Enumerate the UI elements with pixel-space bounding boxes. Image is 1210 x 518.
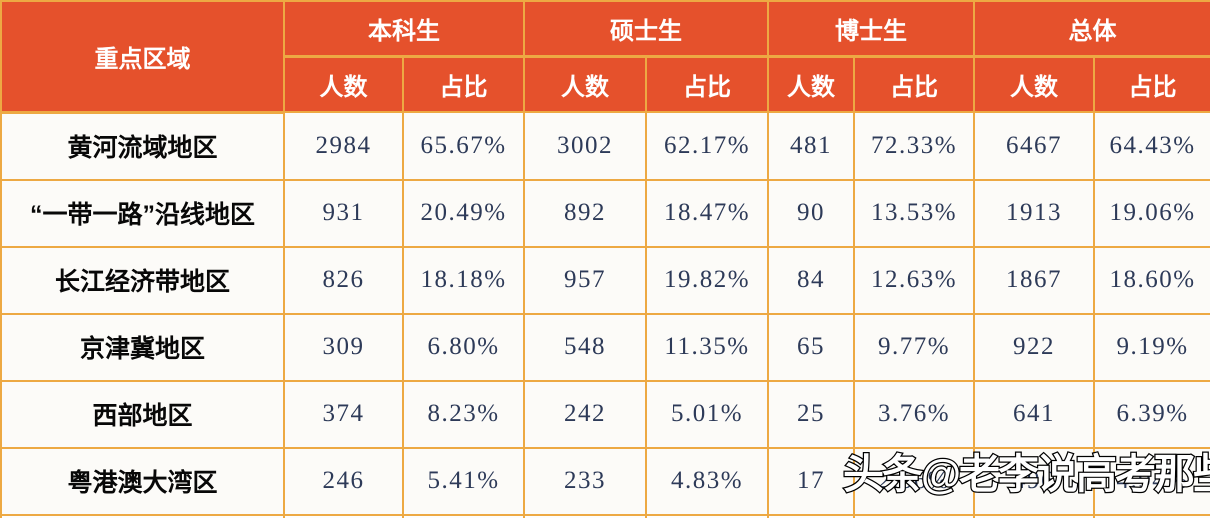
cell-value: 8.23% (402, 379, 525, 449)
cell-empty (402, 513, 525, 518)
column-group-doctoral: 博士生 (767, 0, 975, 58)
watermark-toutiao: 头条@老李说高考那些事 (842, 450, 1210, 498)
region-name: 西部地区 (0, 379, 285, 449)
column-header-region: 重点区域 (0, 0, 285, 114)
cell-value: 374 (283, 379, 404, 449)
cell-value: 19.06% (1093, 178, 1210, 248)
table-row: “一带一路”沿线地区 931 20.49% 892 18.47% 90 13.5… (0, 178, 1210, 248)
column-header-ratio: 占比 (1093, 55, 1210, 113)
cell-value: 6467 (973, 111, 1095, 181)
cell-value: 18.18% (402, 245, 525, 315)
table-row: 粤港澳大湾区 246 5.41% 233 4.83% 17 2.56% 496 … (0, 446, 1210, 516)
cell-value: 64.43% (1093, 111, 1210, 181)
region-name: 粤港澳大湾区 (0, 446, 285, 516)
cell-empty (853, 513, 975, 518)
cell-value: 2984 (283, 111, 404, 181)
cell-value: 25 (767, 379, 855, 449)
cell-value: 84 (767, 245, 855, 315)
cell-value: 9.19% (1093, 312, 1210, 382)
cell-value: 957 (523, 245, 647, 315)
cell-value: 3.76% (853, 379, 975, 449)
cell-value: 9.77% (853, 312, 975, 382)
cell-value: 641 (973, 379, 1095, 449)
cell-value: 481 (767, 111, 855, 181)
region-name: 京津冀地区 (0, 312, 285, 382)
cell-value: 90 (767, 178, 855, 248)
cell-value: 4.94% (1093, 446, 1210, 516)
cell-empty (0, 513, 285, 518)
cell-value: 19.82% (645, 245, 769, 315)
column-header-count: 人数 (283, 55, 404, 113)
column-group-undergraduate: 本科生 (283, 0, 525, 58)
cell-value: 12.63% (853, 245, 975, 315)
header-row-groups: 重点区域 本科生 硕士生 博士生 总体 (0, 0, 1210, 114)
cell-value: 72.33% (853, 111, 975, 181)
table-row: 京津冀地区 309 6.80% 548 11.35% 65 9.77% 922 … (0, 312, 1210, 382)
table-row: 西部地区 374 8.23% 242 5.01% 25 3.76% 641 6.… (0, 379, 1210, 449)
column-header-ratio: 占比 (853, 55, 975, 113)
region-name: 长江经济带地区 (0, 245, 285, 315)
cell-value: 17 (767, 446, 855, 516)
table-row: 长江经济带地区 826 18.18% 957 19.82% 84 12.63% … (0, 245, 1210, 315)
cell-empty (973, 513, 1095, 518)
cell-value: 18.60% (1093, 245, 1210, 315)
cell-value: 922 (973, 312, 1095, 382)
cell-value: 13.53% (853, 178, 975, 248)
cell-empty (645, 513, 769, 518)
cell-empty (523, 513, 647, 518)
cell-value: 246 (283, 446, 404, 516)
region-name: 黄河流域地区 (0, 111, 285, 181)
cell-empty (767, 513, 855, 518)
cell-value: 242 (523, 379, 647, 449)
region-name: “一带一路”沿线地区 (0, 178, 285, 248)
column-group-total: 总体 (973, 0, 1210, 58)
cell-value: 309 (283, 312, 404, 382)
cell-value: 826 (283, 245, 404, 315)
cell-value: 496 (973, 446, 1095, 516)
cell-value: 2.56% (853, 446, 975, 516)
cell-value: 931 (283, 178, 404, 248)
column-header-count: 人数 (523, 55, 647, 113)
cell-value: 3002 (523, 111, 647, 181)
table-row-partial (0, 513, 1210, 518)
cell-value: 6.80% (402, 312, 525, 382)
column-header-count: 人数 (767, 55, 855, 113)
cell-value: 11.35% (645, 312, 769, 382)
cell-value: 548 (523, 312, 647, 382)
header-row-subcolumns: 人数 占比 人数 占比 人数 占比 人数 占比 (1, 55, 1210, 113)
cell-value: 62.17% (645, 111, 769, 181)
cell-value: 892 (523, 178, 647, 248)
cell-value: 1867 (973, 245, 1095, 315)
cell-value: 20.49% (402, 178, 525, 248)
column-group-master: 硕士生 (523, 0, 769, 58)
column-header-count: 人数 (973, 55, 1095, 113)
cell-value: 233 (523, 446, 647, 516)
cell-value: 65.67% (402, 111, 525, 181)
cell-empty (283, 513, 404, 518)
cell-value: 1913 (973, 178, 1095, 248)
cell-value: 6.39% (1093, 379, 1210, 449)
cell-value: 5.01% (645, 379, 769, 449)
column-header-ratio: 占比 (402, 55, 525, 113)
column-header-ratio: 占比 (645, 55, 769, 113)
cell-value: 5.41% (402, 446, 525, 516)
cell-value: 65 (767, 312, 855, 382)
cell-value: 4.83% (645, 446, 769, 516)
table-row: 黄河流域地区 2984 65.67% 3002 62.17% 481 72.33… (0, 111, 1210, 181)
cell-value: 18.47% (645, 178, 769, 248)
cell-empty (1093, 513, 1210, 518)
